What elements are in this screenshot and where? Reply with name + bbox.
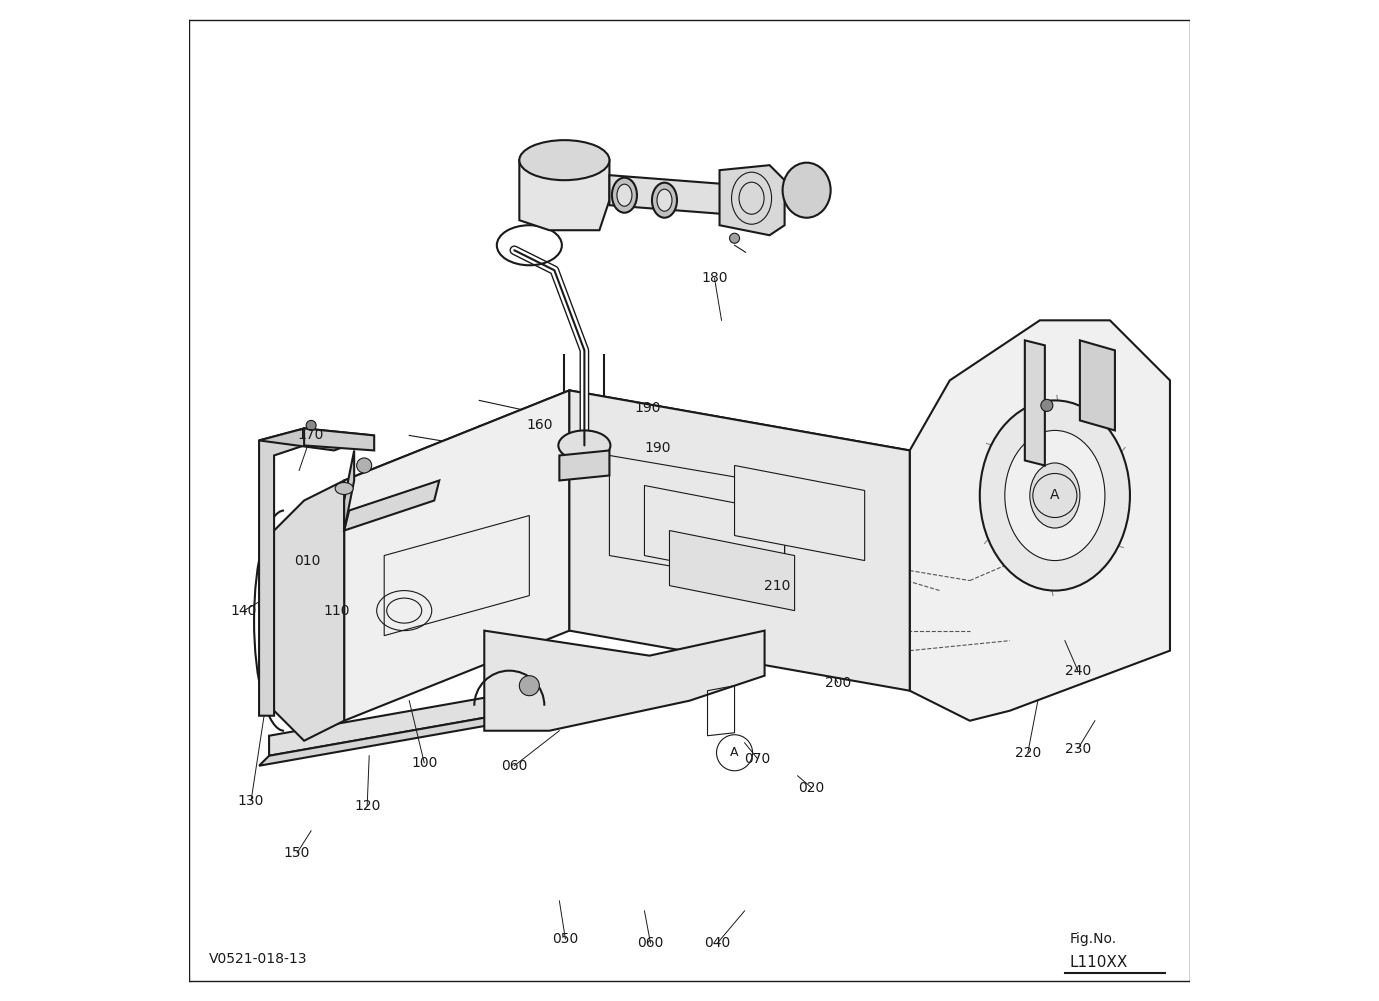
Ellipse shape	[306, 420, 316, 430]
Polygon shape	[259, 428, 305, 716]
Text: 200: 200	[825, 676, 851, 690]
Text: 210: 210	[764, 579, 790, 593]
Ellipse shape	[1041, 399, 1052, 411]
Polygon shape	[345, 450, 354, 531]
Ellipse shape	[980, 400, 1129, 591]
Polygon shape	[259, 428, 374, 450]
Ellipse shape	[520, 140, 610, 180]
Ellipse shape	[558, 430, 611, 460]
Text: A: A	[731, 747, 739, 759]
Text: 100: 100	[411, 756, 437, 770]
Polygon shape	[560, 450, 610, 480]
Text: 190: 190	[634, 401, 661, 415]
Ellipse shape	[729, 233, 739, 243]
Text: V0521-018-13: V0521-018-13	[210, 952, 308, 966]
Polygon shape	[1025, 340, 1045, 465]
Ellipse shape	[656, 189, 672, 211]
Polygon shape	[610, 175, 739, 215]
Text: 060: 060	[637, 936, 663, 950]
Text: 060: 060	[501, 759, 528, 773]
Ellipse shape	[612, 177, 637, 213]
Text: 110: 110	[324, 604, 350, 618]
Ellipse shape	[520, 676, 539, 696]
Ellipse shape	[1030, 462, 1080, 529]
Text: 050: 050	[552, 932, 579, 946]
Polygon shape	[345, 480, 440, 531]
Polygon shape	[720, 165, 785, 235]
Polygon shape	[269, 676, 610, 756]
Text: 160: 160	[527, 418, 553, 432]
Text: 040: 040	[705, 936, 731, 950]
Text: 140: 140	[230, 604, 258, 618]
Polygon shape	[669, 531, 794, 611]
Polygon shape	[345, 390, 570, 721]
Ellipse shape	[357, 457, 372, 472]
Text: 010: 010	[294, 554, 320, 568]
Text: 020: 020	[798, 781, 825, 795]
Text: 120: 120	[354, 799, 381, 813]
Text: 240: 240	[1065, 664, 1091, 678]
Ellipse shape	[1005, 430, 1105, 561]
Polygon shape	[345, 390, 910, 541]
Text: 190: 190	[644, 441, 670, 455]
Polygon shape	[910, 320, 1169, 721]
Text: 150: 150	[284, 846, 310, 860]
Text: A: A	[1051, 488, 1059, 503]
Ellipse shape	[335, 482, 353, 494]
Polygon shape	[263, 480, 345, 741]
Polygon shape	[570, 390, 910, 691]
Ellipse shape	[616, 184, 632, 206]
Text: 130: 130	[237, 794, 265, 808]
Text: 220: 220	[1015, 746, 1041, 760]
Text: L110XX: L110XX	[1070, 956, 1128, 970]
Ellipse shape	[652, 182, 677, 218]
Polygon shape	[735, 465, 865, 561]
Polygon shape	[520, 160, 610, 230]
Text: 180: 180	[702, 271, 728, 285]
Polygon shape	[305, 428, 374, 450]
Polygon shape	[259, 696, 610, 766]
Text: Fig.No.: Fig.No.	[1070, 932, 1117, 946]
Polygon shape	[484, 631, 764, 731]
Text: 170: 170	[298, 428, 324, 442]
Text: 070: 070	[745, 752, 771, 766]
Polygon shape	[1080, 340, 1116, 430]
Text: 230: 230	[1065, 742, 1091, 756]
Ellipse shape	[783, 162, 830, 218]
